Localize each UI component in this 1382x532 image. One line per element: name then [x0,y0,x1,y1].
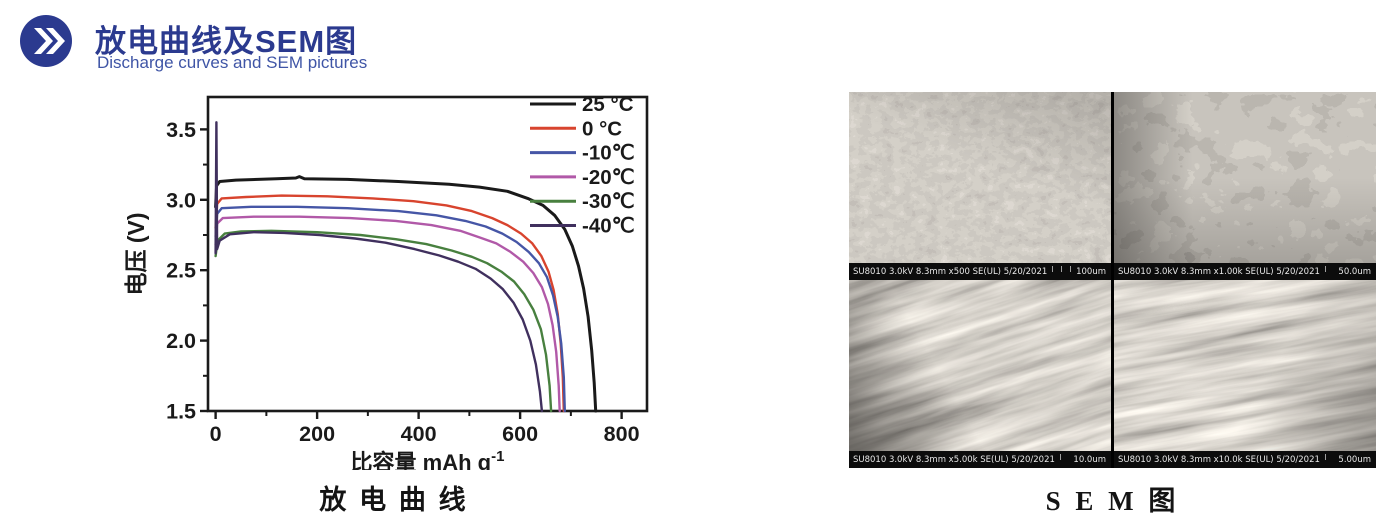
svg-text:600: 600 [502,422,538,446]
sem-scale-ruler [1324,454,1334,460]
sem-panel-bottom-left: SU8010 3.0kV 8.3mm x5.00k SE(UL) 5/20/20… [849,280,1111,468]
sem-info-bar: SU8010 3.0kV 8.3mm x1.00k SE(UL) 5/20/20… [1114,263,1376,280]
svg-text:800: 800 [604,422,640,446]
sem-scale-ruler [1324,266,1334,272]
discharge-chart: 0 200 400 600 800 1.5 2.0 2.5 3.0 3.5 电压 (V) 比容量 mA… [123,93,649,470]
sem-info-bar: SU8010 3.0kV 8.3mm x10.0k SE(UL) 5/20/20… [1114,451,1376,468]
svg-text:25 °C: 25 °C [582,93,634,116]
sem-image-granular-fine [849,92,1111,263]
svg-text:1.5: 1.5 [166,400,196,424]
sem-info-text: SU8010 3.0kV 8.3mm x10.0k SE(UL) 5/20/20… [1118,454,1320,465]
svg-text:0 °C: 0 °C [582,117,622,140]
sem-image-layered-flat [1114,280,1376,451]
svg-text:-20℃: -20℃ [582,166,635,189]
svg-text:电压 (V): 电压 (V) [123,212,149,295]
svg-text:0: 0 [210,422,222,446]
sem-scale-label: 10.0um [1073,454,1106,465]
svg-text:200: 200 [299,422,335,446]
svg-text:-10℃: -10℃ [582,142,635,165]
svg-text:3.0: 3.0 [166,188,196,212]
svg-text:比容量 mAh g-1: 比容量 mAh g-1 [351,448,505,470]
svg-text:2.5: 2.5 [166,259,196,283]
svg-text:3.5: 3.5 [166,118,196,142]
sem-info-text: SU8010 3.0kV 8.3mm x5.00k SE(UL) 5/20/20… [853,454,1055,465]
sem-info-bar: SU8010 3.0kV 8.3mm x5.00k SE(UL) 5/20/20… [849,451,1111,468]
sem-scale-label: 50.0um [1338,266,1371,277]
sem-info-text: SU8010 3.0kV 8.3mm x500 SE(UL) 5/20/2021 [853,266,1048,277]
sem-scale-label: 5.00um [1338,454,1371,465]
sem-panel-top-left: SU8010 3.0kV 8.3mm x500 SE(UL) 5/20/2021… [849,92,1111,280]
discharge-figure: 0 200 400 600 800 1.5 2.0 2.5 3.0 3.5 电压 (V) 比容量 mA… [108,88,680,517]
double-chevron-right-icon [20,15,72,67]
sem-grid: SU8010 3.0kV 8.3mm x500 SE(UL) 5/20/2021… [849,92,1376,468]
sem-scale-label: 100um [1076,266,1106,277]
sem-scale-ruler [1052,266,1072,272]
sem-figure: SU8010 3.0kV 8.3mm x500 SE(UL) 5/20/2021… [849,92,1376,518]
svg-text:2.0: 2.0 [166,329,196,353]
page-title: 放电曲线及SEM图 [95,24,358,59]
sem-info-bar: SU8010 3.0kV 8.3mm x500 SE(UL) 5/20/2021… [849,263,1111,280]
sem-image-granular-coarse [1114,92,1376,263]
sem-caption: S E M 图 [1045,486,1180,516]
sem-image-layered-steep [849,280,1111,451]
svg-text:400: 400 [401,422,437,446]
sem-info-text: SU8010 3.0kV 8.3mm x1.00k SE(UL) 5/20/20… [1118,266,1320,277]
svg-text:-40℃: -40℃ [582,215,635,238]
sem-panel-top-right: SU8010 3.0kV 8.3mm x1.00k SE(UL) 5/20/20… [1114,92,1376,280]
discharge-caption: 放 电 曲 线 [319,485,469,515]
page-subtitle: Discharge curves and SEM pictures [97,53,368,72]
svg-text:-30℃: -30℃ [582,190,635,213]
sem-scale-ruler [1059,454,1069,460]
sem-panel-bottom-right: SU8010 3.0kV 8.3mm x10.0k SE(UL) 5/20/20… [1114,280,1376,468]
